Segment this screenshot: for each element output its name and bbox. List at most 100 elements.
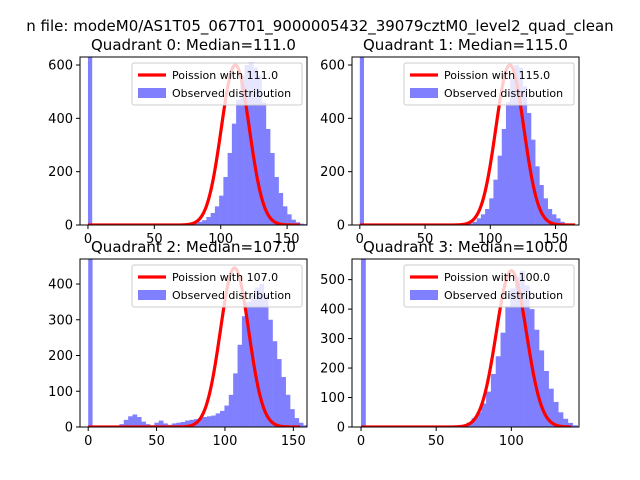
observed-bar — [158, 420, 164, 427]
x-tick-label: 50 — [428, 434, 445, 449]
observed-bar — [548, 388, 554, 427]
observed-bar — [303, 425, 307, 427]
observed-bar — [136, 416, 142, 427]
legend-label-poisson: Poission with 115.0 — [444, 69, 550, 82]
observed-bar — [522, 86, 528, 225]
x-tick-label: 50 — [146, 232, 163, 247]
observed-bar — [197, 221, 203, 225]
observed-bar — [272, 341, 278, 427]
observed-bar — [490, 373, 497, 427]
y-tick-label: 200 — [48, 349, 73, 364]
plot-area — [87, 57, 307, 225]
observed-bar — [206, 217, 211, 225]
observed-bar — [263, 294, 269, 427]
observed-bar — [228, 394, 234, 427]
observed-bar — [539, 350, 545, 427]
observed-bar — [237, 344, 243, 427]
y-tick-label: 400 — [48, 278, 73, 293]
subplot-title: Quadrant 0: Median=111.0 — [91, 36, 296, 54]
observed-bar — [278, 193, 284, 225]
observed-bar — [505, 102, 511, 225]
observed-bar — [501, 129, 507, 225]
observed-bar — [489, 198, 494, 225]
legend-label-observed: Observed distribution — [444, 289, 563, 302]
observed-bar — [572, 425, 578, 427]
observed-bar-spike — [88, 259, 93, 427]
observed-bar — [558, 412, 564, 427]
y-tick-label: 100 — [48, 385, 73, 400]
y-tick-label: 600 — [320, 59, 345, 74]
legend-label-observed: Observed distribution — [172, 87, 291, 100]
observed-bar — [287, 214, 292, 225]
poisson-curve — [88, 266, 301, 427]
x-tick-label: 0 — [356, 232, 364, 247]
observed-bar — [299, 223, 305, 225]
observed-bar — [556, 218, 561, 225]
poisson-curve — [87, 63, 301, 225]
observed-bar — [543, 371, 549, 427]
subplots-grid: 0 50 100 150 0 200 400 600 Quadrant 0: Median=11… — [48, 36, 580, 449]
subplot-title: Quadrant 3: Median=100.0 — [363, 238, 568, 256]
observed-bar — [154, 422, 160, 427]
y-tick-label: 500 — [320, 273, 345, 288]
observed-bar — [261, 102, 267, 225]
observed-bar — [211, 415, 216, 427]
observed-bar — [294, 418, 300, 427]
legend-label-poisson: Poission with 100.0 — [444, 271, 550, 284]
subplot-quadrant-0: 0 50 100 150 0 200 400 600 Quadrant 0: Median=11… — [48, 36, 308, 247]
observed-bar — [128, 416, 133, 427]
observed-bar — [206, 416, 212, 427]
observed-bar — [476, 412, 482, 427]
x-tick-label: 150 — [543, 232, 568, 247]
observed-bar — [291, 219, 296, 225]
observed-bar — [290, 409, 295, 427]
observed-bar — [471, 418, 477, 427]
observed-bar-spike — [359, 57, 365, 225]
observed-bar — [524, 285, 530, 427]
poisson-curve — [359, 63, 576, 225]
legend-label-poisson: Poission with 107.0 — [172, 271, 278, 284]
observed-bar — [547, 209, 553, 225]
figure-suptitle: n file: modeM0/AS1T05_067T01_9000005432_… — [26, 17, 613, 36]
y-tick-label: 100 — [320, 391, 345, 406]
observed-bar — [214, 206, 220, 225]
observed-bar — [257, 75, 262, 225]
observed-bar — [563, 418, 569, 427]
subplot-quadrant-2: 0 50 100 150 0 100 200 300 400 Quadrant 2: Median… — [48, 238, 308, 449]
observed-bar — [224, 405, 230, 427]
y-tick-label: 0 — [337, 219, 345, 234]
observed-bar — [255, 287, 260, 427]
x-tick-label: 150 — [275, 232, 300, 247]
observed-bar — [244, 65, 250, 225]
axes-frame — [351, 56, 580, 226]
observed-bar-spike — [361, 259, 366, 427]
legend: Poission with 115.0 Observed distribution — [403, 62, 575, 106]
observed-bar — [510, 288, 516, 427]
x-tick-label: 50 — [148, 434, 165, 449]
observed-bar — [493, 179, 498, 225]
observed-bar — [193, 222, 199, 225]
observed-bar — [176, 422, 181, 427]
y-tick-label: 600 — [48, 59, 73, 74]
subplot-quadrant-3: 0 50 100 0 100 200 300 400 500 Quadrant 3: Median… — [320, 238, 580, 449]
observed-bar — [535, 166, 540, 225]
y-tick-label: 400 — [320, 112, 345, 127]
observed-bar — [163, 423, 168, 427]
observed-bar — [223, 177, 228, 225]
plot-area — [361, 259, 579, 427]
y-tick-label: 200 — [48, 165, 73, 180]
observed-bar — [241, 316, 247, 427]
x-tick-label: 0 — [84, 232, 92, 247]
plot-area — [88, 259, 307, 427]
observed-bar — [198, 418, 203, 427]
observed-bar — [189, 419, 195, 427]
legend-label-observed: Observed distribution — [172, 289, 291, 302]
observed-bar — [240, 75, 245, 225]
observed-bar — [481, 403, 487, 427]
observed-bar — [215, 413, 221, 427]
observed-bar — [497, 155, 503, 225]
observed-bar-spike — [87, 57, 93, 225]
observed-bar — [141, 421, 146, 427]
observed-bar — [274, 177, 279, 225]
plot-area — [359, 57, 576, 225]
